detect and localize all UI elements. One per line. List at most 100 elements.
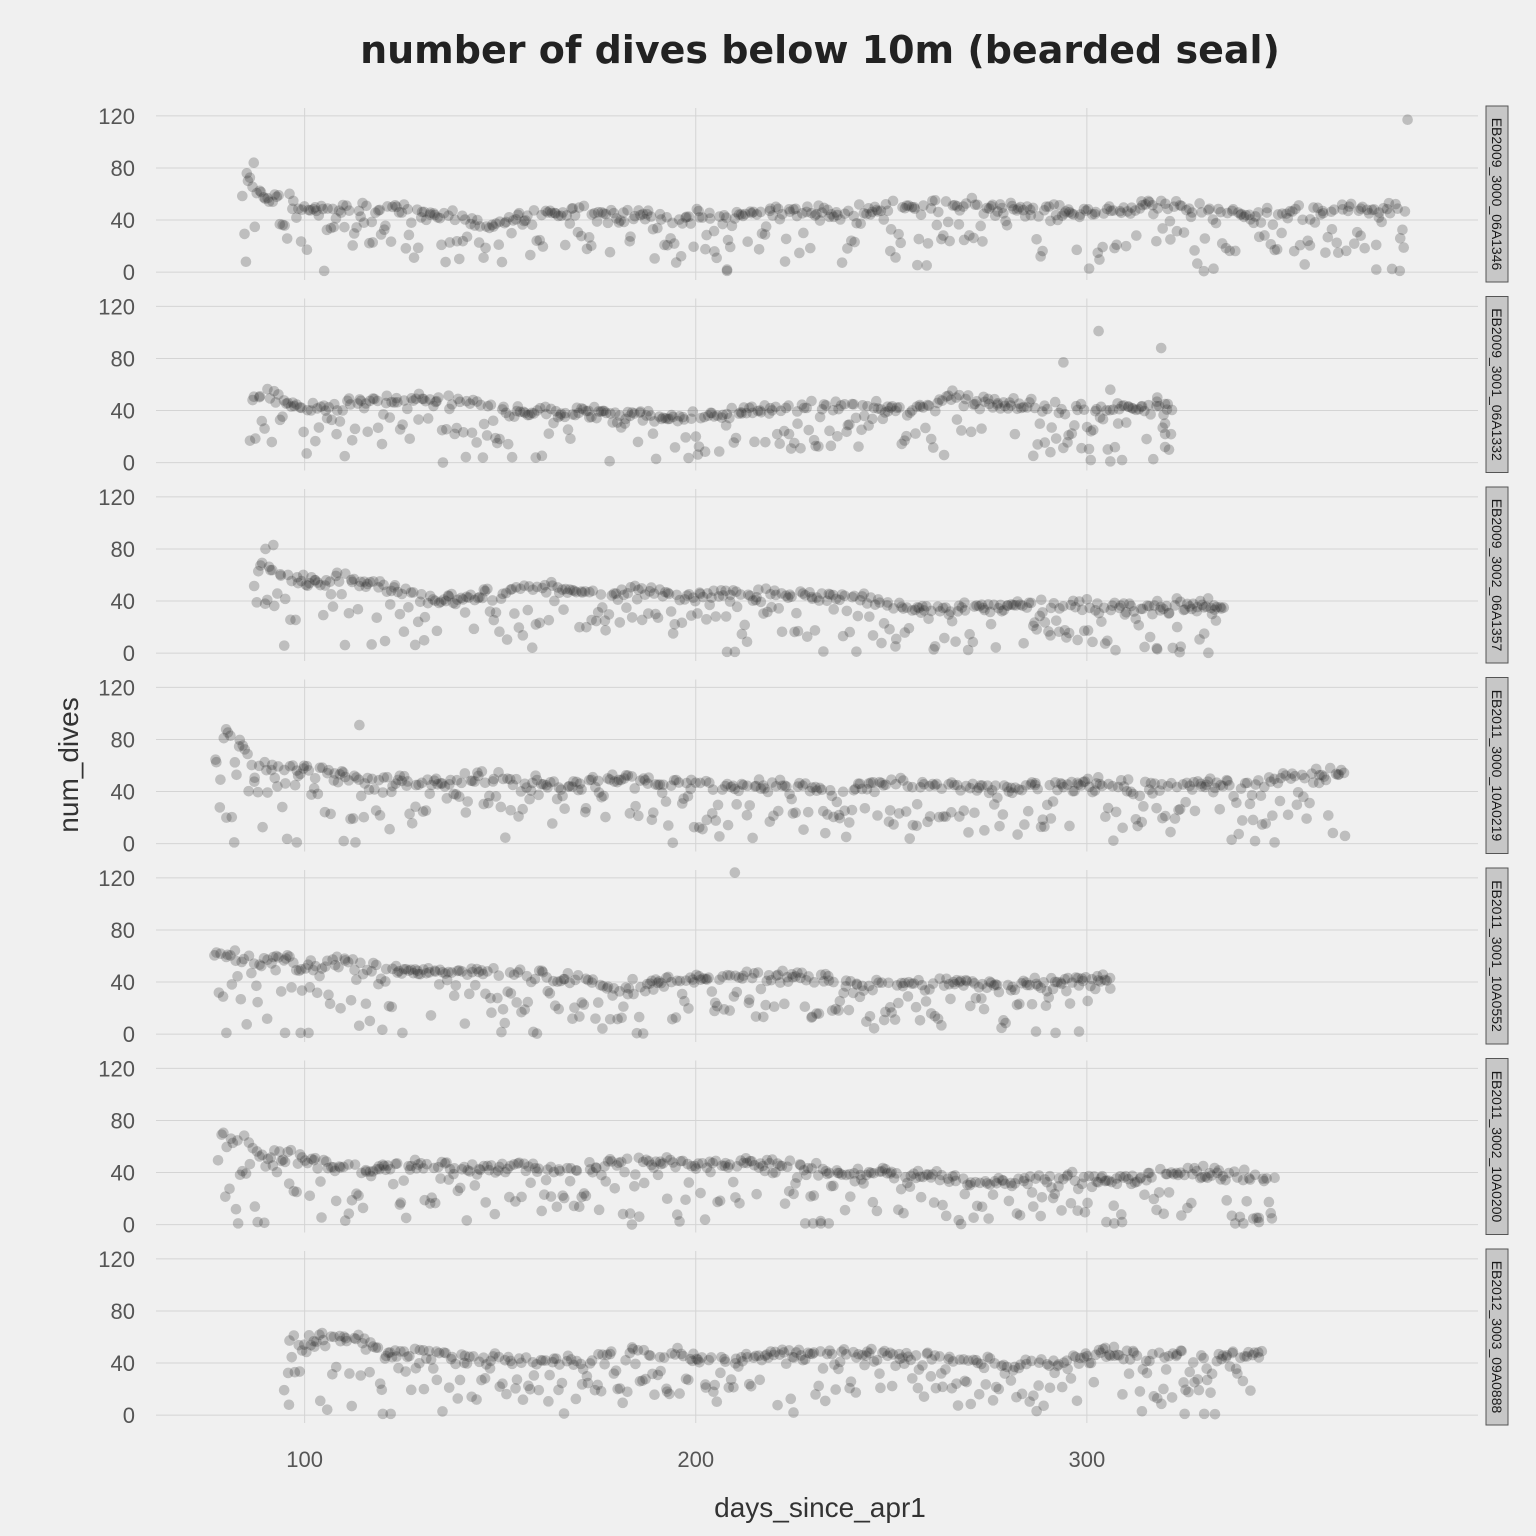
data-point — [274, 1146, 285, 1157]
data-point — [542, 207, 554, 218]
data-point — [1023, 597, 1035, 609]
data-point — [559, 973, 570, 985]
data-point — [266, 958, 277, 969]
data-point — [561, 1355, 573, 1367]
data-point — [815, 969, 827, 981]
data-point — [438, 594, 450, 605]
data-point — [656, 787, 668, 799]
data-point — [1214, 804, 1226, 815]
data-point — [840, 975, 852, 986]
data-point — [456, 966, 468, 977]
data-point — [1145, 777, 1157, 789]
data-point — [976, 780, 988, 791]
data-point — [905, 1354, 917, 1366]
data-point — [464, 1166, 476, 1177]
data-point — [410, 801, 421, 813]
data-point — [335, 207, 347, 218]
data-point — [791, 210, 803, 222]
data-point — [753, 243, 765, 255]
data-point — [728, 991, 740, 1002]
data-point — [1095, 976, 1106, 987]
data-point — [392, 967, 403, 978]
data-point — [1021, 201, 1033, 212]
data-point — [731, 601, 743, 613]
data-point — [764, 203, 776, 214]
data-point — [813, 200, 824, 211]
data-point — [714, 974, 725, 986]
data-point — [946, 1382, 958, 1394]
data-point — [360, 1166, 372, 1177]
data-point — [244, 1158, 256, 1170]
y-tick-label: 0 — [123, 260, 135, 285]
data-point — [922, 399, 933, 411]
data-point — [338, 835, 350, 847]
chart-title: number of dives below 10m (bearded seal) — [360, 28, 1280, 72]
data-point — [362, 578, 373, 590]
data-point — [1036, 1191, 1048, 1203]
data-point — [930, 405, 941, 417]
data-point — [1047, 796, 1059, 807]
data-point — [938, 230, 949, 241]
data-point — [817, 1163, 829, 1175]
data-point — [1076, 1178, 1088, 1190]
data-point — [249, 1201, 261, 1212]
data-point — [772, 1158, 783, 1169]
data-point — [982, 1351, 994, 1363]
data-point — [940, 1210, 952, 1222]
data-point — [547, 818, 558, 829]
data-point — [927, 442, 939, 453]
data-point — [1045, 215, 1056, 227]
data-point — [1222, 775, 1233, 787]
data-point — [482, 966, 493, 977]
data-point — [867, 630, 879, 641]
data-point — [720, 1157, 731, 1169]
data-point — [1318, 771, 1330, 782]
data-point — [412, 968, 424, 980]
data-point — [480, 1197, 492, 1208]
data-point — [406, 818, 418, 829]
data-point — [374, 1378, 386, 1389]
data-point — [285, 1144, 297, 1156]
data-point — [746, 972, 758, 984]
data-point — [795, 1350, 807, 1361]
data-point — [1165, 826, 1176, 838]
data-point — [1014, 1210, 1026, 1221]
data-point — [717, 784, 728, 795]
data-point — [358, 402, 370, 414]
data-point — [918, 778, 930, 790]
data-point — [370, 207, 381, 219]
data-point — [1034, 610, 1046, 622]
data-point — [701, 229, 712, 241]
data-point — [471, 963, 483, 975]
data-point — [818, 976, 830, 987]
data-point — [1104, 1349, 1115, 1361]
data-point — [691, 1353, 702, 1365]
data-point — [329, 768, 340, 779]
data-point — [230, 955, 242, 967]
data-point — [968, 1212, 979, 1223]
data-point — [697, 823, 708, 835]
facet-strip-label: EB2009_3001_06A1332 — [1489, 308, 1505, 461]
data-point — [808, 977, 820, 988]
data-point — [733, 209, 745, 220]
data-point — [1392, 203, 1403, 214]
data-point — [1001, 220, 1013, 231]
data-point — [387, 201, 398, 213]
data-point — [1098, 602, 1110, 614]
data-point — [1123, 1368, 1135, 1380]
data-point — [278, 395, 290, 406]
data-point — [252, 1216, 263, 1228]
data-point — [404, 808, 415, 820]
data-point — [1134, 203, 1146, 214]
data-point — [1082, 625, 1094, 636]
data-point — [353, 205, 365, 217]
data-point — [461, 1215, 473, 1226]
data-point — [836, 257, 848, 268]
data-point — [299, 1155, 311, 1166]
data-point — [448, 990, 460, 1002]
data-point — [915, 401, 926, 413]
data-point — [709, 1005, 720, 1017]
data-point — [747, 407, 758, 419]
data-point — [852, 778, 864, 790]
data-point — [410, 393, 422, 405]
